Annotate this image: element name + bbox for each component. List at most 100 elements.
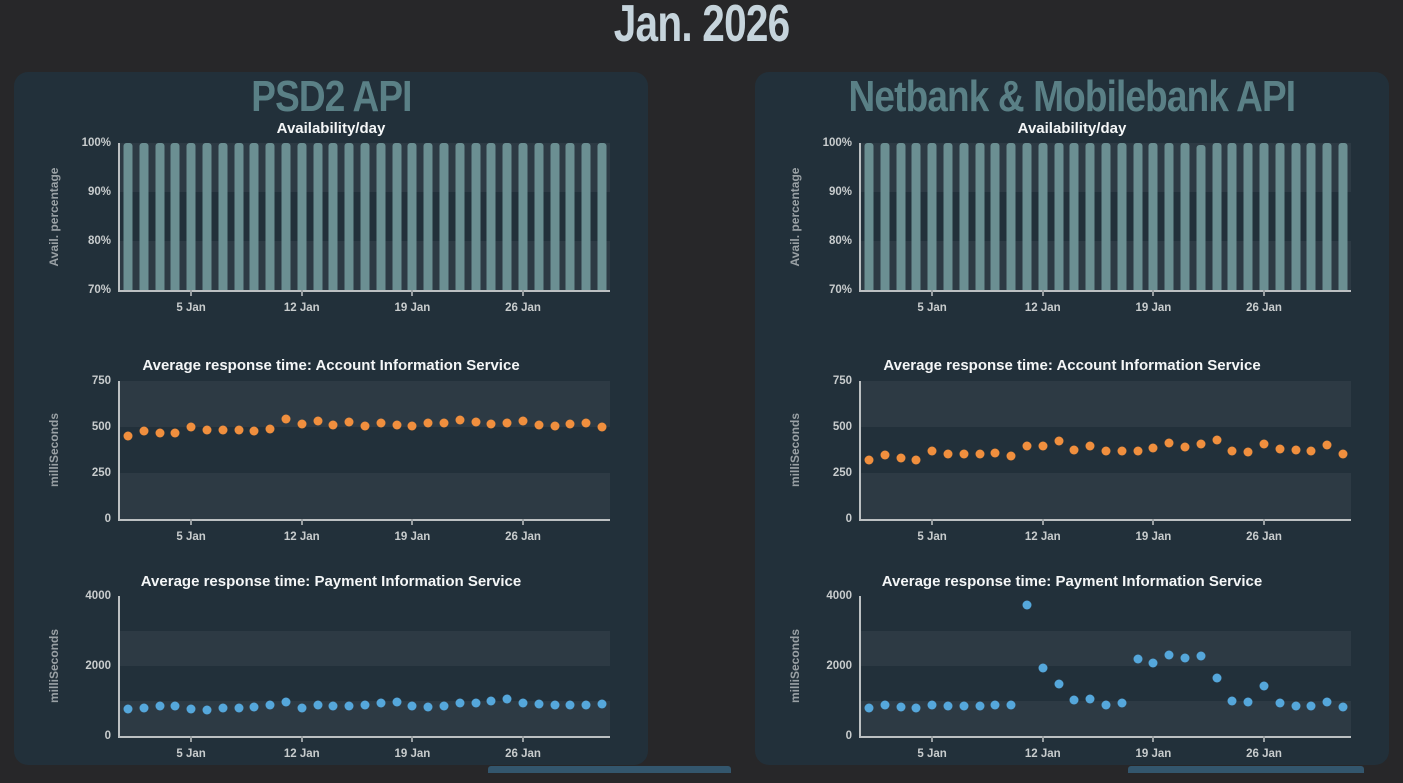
x-tick-mark <box>411 736 414 742</box>
availability-bar <box>1022 143 1032 290</box>
availability-bar <box>1006 143 1016 290</box>
response-time-dot <box>1069 695 1079 705</box>
response-time-dot <box>313 416 323 426</box>
x-tick-label: 26 Jan <box>505 531 541 543</box>
y-tick-label: 90% <box>87 186 111 198</box>
availability-bar <box>1133 143 1143 290</box>
response-time-dot <box>1259 681 1269 691</box>
page-title: Jan. 2026 <box>613 0 790 53</box>
response-time-dot <box>1101 446 1111 456</box>
response-time-dot <box>471 417 481 427</box>
y-axis-label: Avail. percentage <box>47 167 61 267</box>
response-time-dot <box>1164 438 1174 448</box>
response-time-dot <box>911 703 921 713</box>
response-time-dot <box>328 701 338 711</box>
x-tick-label: 19 Jan <box>394 748 431 760</box>
response-time-dot <box>1275 444 1285 454</box>
availability-bar <box>313 143 323 290</box>
response-time-dot <box>565 419 575 429</box>
y-tick-label: 250 <box>91 467 111 479</box>
response-time-dot <box>1291 701 1301 711</box>
response-time-dot <box>155 428 165 438</box>
response-time-dot <box>202 705 212 715</box>
grid-band <box>120 381 610 427</box>
response-time-dot <box>534 699 544 709</box>
chart-title: Availability/day <box>276 120 386 137</box>
response-time-dot <box>1243 697 1253 707</box>
x-tick-label: 12 Jan <box>1024 531 1061 543</box>
y-tick-label: 4000 <box>85 590 111 602</box>
availability-bar <box>360 143 370 290</box>
response-time-dot <box>360 700 370 710</box>
availability-bar <box>486 143 496 290</box>
x-tick-label: 12 Jan <box>283 302 320 314</box>
availability-bar <box>471 143 481 290</box>
availability-bar <box>281 143 291 290</box>
response-time-dot <box>1259 439 1269 449</box>
y-tick-label: 70% <box>87 284 111 296</box>
response-time-dot <box>927 446 937 456</box>
response-time-dot <box>1148 658 1158 668</box>
availability-bar <box>990 143 1000 290</box>
x-tick-mark <box>1152 736 1155 742</box>
response-time-dot <box>139 703 149 713</box>
response-time-dot <box>249 426 259 436</box>
chart-title: Average response time: Payment Informati… <box>881 573 1263 590</box>
x-tick-mark <box>190 290 193 296</box>
x-tick-mark <box>1041 290 1044 296</box>
response-time-dot <box>139 426 149 436</box>
availability-bar <box>550 143 560 290</box>
response-time-dot <box>896 453 906 463</box>
chart-netbank-payment-response: Average response time: Payment Informati… <box>755 573 1389 783</box>
chart-title: Average response time: Payment Informati… <box>140 573 522 590</box>
response-time-dot <box>864 455 874 465</box>
y-tick-label: 750 <box>832 375 852 387</box>
chart-title: Average response time: Account Informati… <box>883 357 1261 374</box>
x-tick-label: 19 Jan <box>394 531 431 543</box>
response-time-dot <box>281 414 291 424</box>
availability-bar <box>896 143 906 290</box>
response-time-dot <box>281 697 291 707</box>
x-tick-mark <box>300 519 303 525</box>
response-time-dot <box>186 422 196 432</box>
x-tick-mark <box>1041 736 1044 742</box>
availability-bar <box>1259 143 1269 290</box>
availability-bar <box>1338 143 1348 290</box>
y-tick-label: 80% <box>828 235 852 247</box>
panel-psd2-api: PSD2 API Availability/day Avail. percent… <box>14 72 648 765</box>
x-tick-label: 5 Jan <box>917 748 947 760</box>
x-tick-label: 5 Jan <box>176 302 206 314</box>
x-tick-label: 12 Jan <box>283 531 320 543</box>
response-time-dot <box>880 700 890 710</box>
availability-bar <box>392 143 402 290</box>
y-axis-label: milliSeconds <box>47 412 61 488</box>
response-time-dot <box>423 418 433 428</box>
x-tick-label: 19 Jan <box>1135 302 1172 314</box>
response-time-dot <box>407 701 417 711</box>
availability-bar <box>1085 143 1095 290</box>
x-tick-mark <box>300 290 303 296</box>
x-tick-mark <box>411 290 414 296</box>
response-time-dot <box>1038 663 1048 673</box>
availability-bar <box>1227 143 1237 290</box>
availability-bar <box>581 143 591 290</box>
y-tick-label: 2000 <box>85 660 111 672</box>
response-time-dot <box>123 431 133 441</box>
availability-bar <box>376 143 386 290</box>
response-time-dot <box>186 704 196 714</box>
availability-bar <box>959 143 969 290</box>
response-time-dot <box>1006 451 1016 461</box>
availability-bar <box>864 143 874 290</box>
response-time-dot <box>1069 445 1079 455</box>
response-time-dot <box>1038 441 1048 451</box>
response-time-dot <box>407 421 417 431</box>
response-time-dot <box>975 701 985 711</box>
y-tick-label: 750 <box>91 375 111 387</box>
availability-bar <box>502 143 512 290</box>
x-tick-mark <box>1152 519 1155 525</box>
x-tick-mark <box>1263 290 1266 296</box>
response-time-dot <box>423 702 433 712</box>
plot-area: 100% 90% 80% 70% 5 Jan 12 Jan 19 Jan 26 Jan <box>82 137 610 314</box>
availability-bar <box>344 143 354 290</box>
availability-bar <box>297 143 307 290</box>
